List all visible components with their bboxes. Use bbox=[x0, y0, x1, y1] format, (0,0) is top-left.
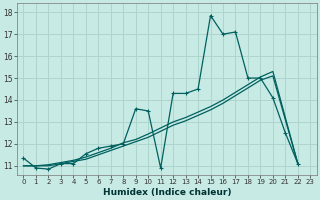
X-axis label: Humidex (Indice chaleur): Humidex (Indice chaleur) bbox=[103, 188, 231, 197]
